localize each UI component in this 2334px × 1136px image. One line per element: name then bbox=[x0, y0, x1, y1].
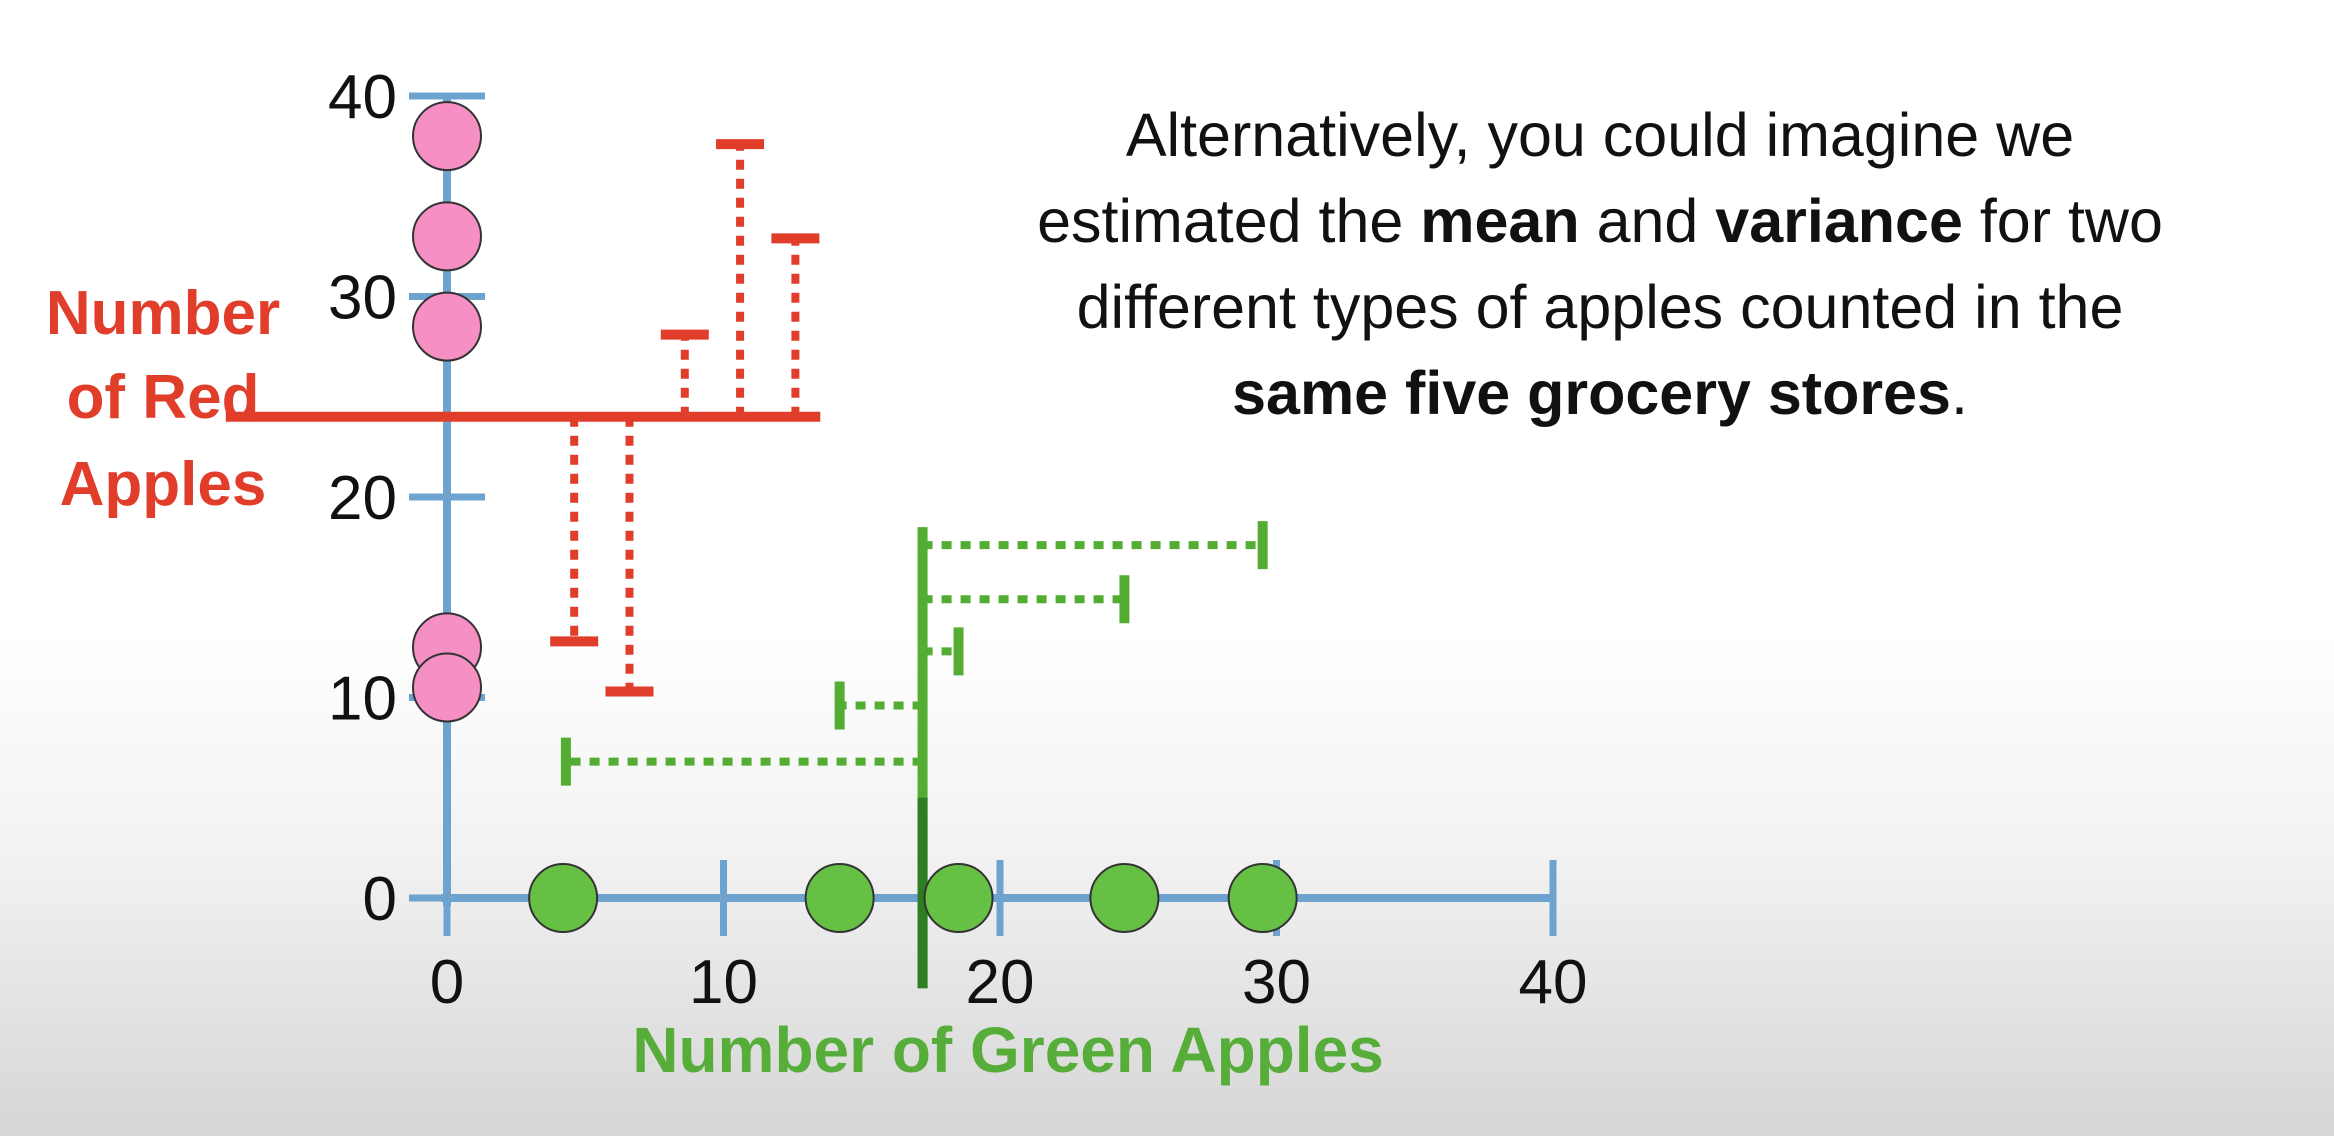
caption-variance: variance bbox=[1715, 187, 1963, 255]
green-apple-point-2 bbox=[804, 863, 875, 933]
caption-stores: same five grocery stores bbox=[1232, 359, 1951, 427]
y-tick-label-40: 40 bbox=[328, 63, 397, 132]
green-apple-point-4 bbox=[1089, 863, 1160, 933]
y-axis-title-line-3: Apples bbox=[60, 450, 267, 519]
caption: Alternatively, you could imagine we esti… bbox=[900, 92, 2300, 436]
residual-lines bbox=[550, 139, 1268, 786]
red-apple-point-5 bbox=[412, 652, 482, 723]
red-apple-point-2 bbox=[412, 201, 482, 272]
x-tick-label-40: 40 bbox=[1519, 948, 1588, 1017]
y-axis-title-line-1: Number bbox=[46, 279, 280, 348]
caption-line-2: estimated the mean and variance for two bbox=[1037, 187, 2163, 255]
green-apple-point-3 bbox=[923, 863, 994, 933]
x-tick-label-20: 20 bbox=[966, 948, 1035, 1017]
caption-line-3: different types of apples counted in the bbox=[1076, 273, 2124, 341]
mean-lines bbox=[225, 411, 928, 989]
y-tick-label-10: 10 bbox=[328, 665, 397, 734]
x-axis-title: Number of Green Apples bbox=[632, 1014, 1384, 1086]
y-tick-label-0: 0 bbox=[363, 865, 397, 934]
red-apple-point-1 bbox=[412, 101, 482, 172]
caption-line-4: same five grocery stores. bbox=[1232, 359, 1968, 427]
caption-line-1: Alternatively, you could imagine we bbox=[1125, 101, 2075, 169]
y-axis-title-line-2: of Red bbox=[67, 363, 260, 432]
y-tick-label-30: 30 bbox=[328, 264, 397, 333]
tick-labels: 0 10 20 30 40 0 10 20 30 40 bbox=[328, 63, 1587, 1017]
axis-titles: Number of Red Apples Number of Green App… bbox=[46, 279, 1384, 1086]
data-points bbox=[412, 101, 1298, 933]
x-tick-label-0: 0 bbox=[430, 948, 464, 1017]
green-apple-point-1 bbox=[528, 863, 599, 933]
x-tick-label-30: 30 bbox=[1242, 948, 1311, 1017]
red-apple-point-3 bbox=[412, 291, 482, 362]
x-tick-label-10: 10 bbox=[689, 948, 758, 1017]
green-apple-point-5 bbox=[1227, 863, 1298, 933]
y-tick-label-20: 20 bbox=[328, 464, 397, 533]
caption-mean: mean bbox=[1420, 187, 1580, 255]
